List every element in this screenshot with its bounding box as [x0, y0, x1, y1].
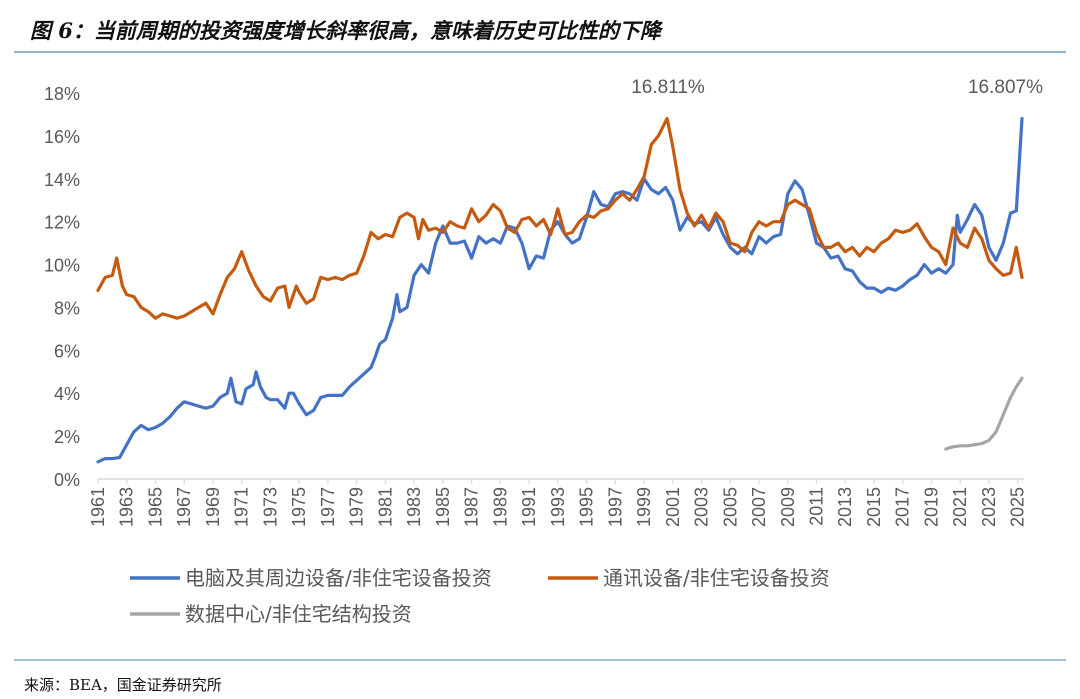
x-tick-label: 1979 — [347, 487, 367, 527]
series-line-telecom — [96, 116, 1024, 320]
series-line-computer — [96, 117, 1024, 464]
x-tick-label: 1963 — [117, 487, 137, 527]
legend-label-datacenter: 数据中心/非住宅结构投资 — [185, 602, 412, 626]
plot-area — [96, 116, 1024, 464]
annotation-peak-2000: 16.811% — [631, 77, 705, 98]
y-axis: 0% 2% 4% 6% 8% 10% 12% 14% 16% 18% — [44, 84, 80, 490]
x-tick-label: 2005 — [720, 487, 740, 527]
y-tick-label: 16% — [44, 127, 80, 147]
x-tick-label: 1997 — [605, 487, 625, 527]
figure-title: 图 6：当前周期的投资强度增长斜率很高，意味着历史可比性的下降 — [30, 18, 664, 43]
x-tick-label: 2019 — [921, 487, 941, 527]
x-tick-label: 1987 — [462, 487, 482, 527]
y-tick-label: 18% — [44, 84, 80, 104]
x-tick-label: 2023 — [979, 487, 999, 527]
x-tick-label: 2015 — [864, 487, 884, 527]
x-tick-label: 1977 — [318, 487, 338, 527]
series-line-datacenter — [944, 376, 1024, 451]
x-tick-label: 1965 — [145, 487, 165, 527]
y-tick-label: 14% — [44, 170, 80, 190]
y-tick-label: 8% — [54, 298, 80, 318]
y-tick-label: 6% — [54, 341, 80, 361]
x-tick-label: 2017 — [893, 487, 913, 527]
x-tick-label: 2001 — [663, 487, 683, 527]
y-tick-label: 12% — [44, 213, 80, 233]
x-tick-label: 1993 — [548, 487, 568, 527]
y-tick-label: 2% — [54, 427, 80, 447]
x-tick-label: 2013 — [835, 487, 855, 527]
y-tick-label: 4% — [54, 384, 80, 404]
x-axis: 1961 1963 1965 1967 1969 1971 1973 1975 1977 1979… — [88, 479, 1028, 527]
x-tick-label: 1999 — [634, 487, 654, 527]
x-tick-label: 2007 — [749, 487, 769, 527]
x-tick-label: 1981 — [375, 487, 395, 527]
x-tick-label: 1995 — [577, 487, 597, 527]
x-tick-label: 1983 — [404, 487, 424, 527]
y-tick-label: 0% — [54, 470, 80, 490]
y-tick-label: 10% — [44, 256, 80, 276]
x-tick-label: 1985 — [433, 487, 453, 527]
x-tick-label: 1975 — [289, 487, 309, 527]
x-tick-label: 1969 — [203, 487, 223, 527]
x-tick-label: 1961 — [88, 487, 108, 527]
x-tick-label: 2003 — [692, 487, 712, 527]
x-tick-label: 2021 — [950, 487, 970, 527]
annotation-peak-2025: 16.807% — [968, 77, 1043, 98]
legend-label-telecom: 通讯设备/非住宅设备投资 — [603, 566, 830, 590]
x-tick-label: 1991 — [519, 487, 539, 527]
x-tick-label: 1967 — [174, 487, 194, 527]
x-tick-label: 1989 — [490, 487, 510, 527]
legend-label-computer: 电脑及其周边设备/非住宅设备投资 — [185, 566, 492, 590]
source-note: 来源：BEA，国金证券研究所 — [24, 676, 222, 694]
x-tick-label: 2011 — [807, 487, 827, 526]
legend: 电脑及其周边设备/非住宅设备投资 通讯设备/非住宅设备投资 数据中心/非住宅结构… — [130, 566, 830, 626]
x-tick-label: 1973 — [260, 487, 280, 527]
x-tick-label: 2009 — [778, 487, 798, 527]
x-tick-label: 2025 — [1008, 487, 1028, 527]
x-tick-label: 1971 — [232, 487, 252, 527]
